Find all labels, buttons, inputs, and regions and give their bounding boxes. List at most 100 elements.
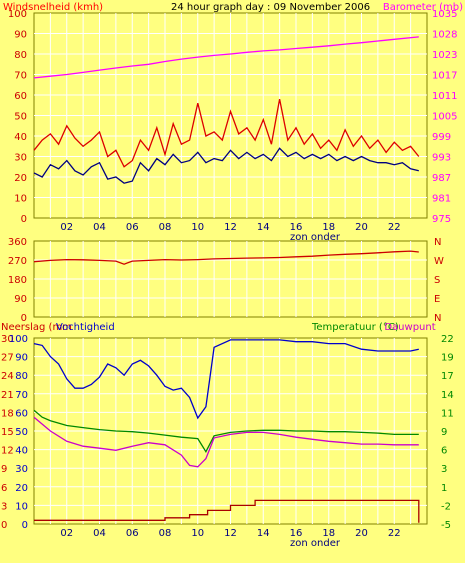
humidity-tick-label: 40 — [15, 446, 28, 457]
wind-x-ticks: 02 04 06 08 10 12 14 16 18 20 22 — [60, 222, 400, 233]
x-tick-label: 08 — [159, 222, 172, 233]
barometer-tick-label: 1005 — [432, 112, 457, 123]
sunset-marker: zon onder — [290, 232, 341, 243]
wind-tick-label: 70 — [14, 71, 27, 82]
barometer-tick-label: 1035 — [432, 9, 457, 20]
x-tick-label: 20 — [355, 528, 368, 539]
direction-line — [33, 250, 419, 265]
rain-tick-label: 24 — [1, 371, 14, 382]
dewpoint-axis-title: Dauwpunt — [384, 322, 435, 333]
rain-tick-label: 3 — [1, 501, 7, 512]
gust-line — [33, 147, 419, 184]
temperature-tick-label: 17 — [441, 371, 454, 382]
x-tick-label: 22 — [388, 222, 401, 233]
x-tick-label: 10 — [191, 222, 204, 233]
barometer-tick-label: 1011 — [432, 91, 457, 102]
grid-humidity — [34, 338, 427, 524]
humidity-tick-label: 80 — [15, 371, 28, 382]
rain-axis-title: Neerslag (mm — [1, 322, 72, 333]
rain-tick-label: 6 — [1, 483, 7, 494]
sunset-marker-bottom: zon onder — [290, 538, 341, 549]
wind-tick-label: 100 — [8, 9, 27, 20]
compass-label: E — [434, 294, 440, 305]
humidity-tick-label: 50 — [15, 427, 28, 438]
x-tick-label: 18 — [322, 222, 335, 233]
compass-label: N — [434, 313, 441, 324]
barometer-axis-title: Barometer (mb) — [383, 2, 463, 13]
direction-tick-label: 90 — [14, 294, 27, 305]
temperature-tick-label: 11 — [441, 408, 454, 419]
wind-tick-label: 60 — [14, 91, 27, 102]
x-tick-label: 16 — [290, 528, 303, 539]
humidity-axis-title: Vochtigheid — [56, 322, 115, 333]
wind-tick-label: 10 — [14, 194, 27, 205]
x-tick-label: 04 — [93, 222, 106, 233]
wind-axis-title: Windsnelheid (kmh) — [3, 2, 103, 13]
humidity-series — [33, 339, 420, 523]
temperature-tick-label: 3 — [441, 464, 447, 475]
compass-label: N — [434, 237, 441, 248]
barometer-line — [33, 36, 419, 79]
direction-series — [33, 250, 419, 265]
wind-tick-label: 30 — [14, 153, 27, 164]
wind-tick-label: 80 — [14, 50, 27, 61]
temperature-tick-label: 1 — [441, 483, 447, 494]
temperature-y-ticks: 22 19 17 14 11 9 6 3 1 -2 -5 — [441, 334, 454, 531]
humidity-temp-panel: Neerslag (mm Vochtigheid Temperatuur (°C… — [1, 322, 454, 549]
x-tick-label: 16 — [290, 222, 303, 233]
direction-y-ticks: 360 270 180 90 0 — [8, 237, 27, 324]
humidity-line — [33, 339, 419, 420]
barometer-tick-label: 1017 — [432, 71, 457, 82]
barometer-tick-label: 1028 — [432, 30, 457, 41]
barometer-tick-label: 999 — [432, 132, 451, 143]
temperature-tick-label: 14 — [441, 390, 454, 401]
barometer-tick-label: 993 — [432, 153, 451, 164]
barometer-tick-label: 987 — [432, 173, 451, 184]
temperature-tick-label: 19 — [441, 353, 454, 364]
humidity-tick-label: 20 — [15, 483, 28, 494]
temperature-tick-label: -5 — [441, 520, 451, 531]
rain-tick-label: 0 — [1, 520, 7, 531]
x-tick-label: 20 — [355, 222, 368, 233]
x-tick-label: 06 — [126, 528, 139, 539]
temperature-axis-title: Temperatuur (°C) — [311, 322, 399, 333]
rain-line — [34, 499, 420, 523]
direction-tick-label: 270 — [8, 256, 27, 267]
direction-tick-label: 180 — [8, 275, 27, 286]
rain-tick-label: 9 — [1, 464, 7, 475]
wind-line — [33, 98, 420, 168]
barometer-tick-label: 975 — [432, 214, 451, 225]
compass-label: W — [434, 256, 444, 267]
barometer-tick-label: 981 — [432, 194, 451, 205]
humidity-tick-label: 10 — [15, 501, 28, 512]
x-tick-label: 04 — [93, 528, 106, 539]
chart-title: 24 hour graph day : 09 November 2006 — [171, 2, 370, 13]
wind-barometer-panel: Windsnelheid (kmh) 24 hour graph day : 0… — [3, 2, 463, 243]
humidity-tick-label: 60 — [15, 408, 28, 419]
humidity-tick-label: 0 — [22, 520, 28, 531]
temperature-tick-label: 9 — [441, 427, 447, 438]
x-tick-label: 14 — [257, 222, 270, 233]
dewpoint-line — [33, 416, 419, 468]
wind-tick-label: 0 — [21, 214, 27, 225]
grid-direction — [34, 241, 427, 317]
x-tick-label: 08 — [159, 528, 172, 539]
humidity-tick-label: 100 — [9, 334, 28, 345]
x-tick-label: 02 — [60, 222, 73, 233]
compass-label: S — [434, 275, 440, 286]
x-tick-label: 22 — [388, 528, 401, 539]
direction-tick-label: 0 — [21, 313, 27, 324]
x-tick-label: 06 — [126, 222, 139, 233]
rain-tick-label: 21 — [1, 390, 14, 401]
wind-tick-label: 20 — [14, 173, 27, 184]
direction-tick-label: 360 — [8, 237, 27, 248]
rain-tick-label: 15 — [1, 427, 14, 438]
humidity-tick-label: 90 — [15, 353, 28, 364]
x-tick-label: 12 — [224, 222, 237, 233]
x-tick-label: 02 — [60, 528, 73, 539]
